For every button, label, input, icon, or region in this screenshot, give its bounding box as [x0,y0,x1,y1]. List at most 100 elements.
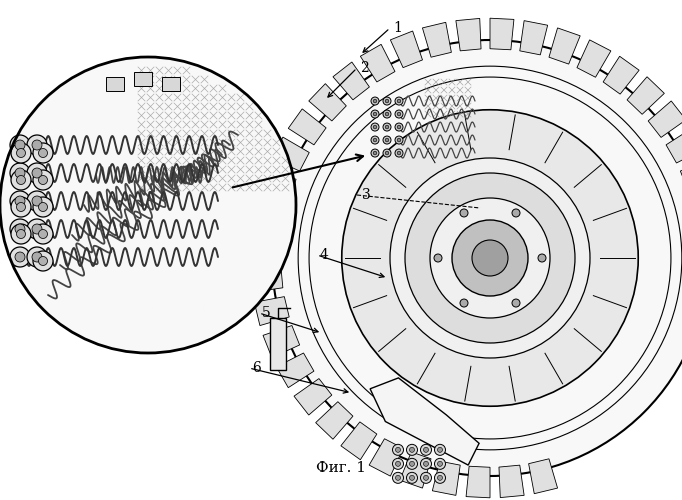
Circle shape [371,110,379,118]
Circle shape [0,57,296,353]
Circle shape [373,125,376,129]
Circle shape [472,240,508,276]
Circle shape [395,149,403,157]
Circle shape [437,448,443,452]
Circle shape [383,110,391,118]
Circle shape [371,97,379,105]
Polygon shape [272,137,309,171]
Text: 3: 3 [362,188,371,202]
Circle shape [27,219,47,239]
Circle shape [512,299,520,307]
Circle shape [10,191,30,211]
Circle shape [409,476,415,480]
Circle shape [373,138,376,142]
Circle shape [406,444,417,456]
Circle shape [424,476,428,480]
Polygon shape [360,44,395,82]
Circle shape [373,99,376,103]
Circle shape [272,40,682,476]
Circle shape [27,247,47,267]
Circle shape [10,163,30,183]
Circle shape [15,168,25,178]
Polygon shape [276,353,314,388]
Polygon shape [549,28,580,64]
Circle shape [424,462,428,466]
Circle shape [385,151,389,155]
Circle shape [33,143,53,163]
Polygon shape [603,56,639,94]
Circle shape [371,149,379,157]
Circle shape [16,176,25,184]
Polygon shape [666,128,682,163]
Circle shape [371,136,379,144]
Polygon shape [390,31,422,68]
Circle shape [27,135,47,155]
Polygon shape [681,158,682,190]
Polygon shape [333,62,370,100]
Circle shape [409,448,415,452]
Polygon shape [648,101,682,138]
Circle shape [38,256,48,266]
Circle shape [396,476,400,480]
Circle shape [383,149,391,157]
Circle shape [27,163,47,183]
Polygon shape [577,40,611,78]
Circle shape [512,209,520,217]
Circle shape [538,254,546,262]
FancyBboxPatch shape [106,77,124,91]
Circle shape [406,458,417,469]
Polygon shape [369,438,403,476]
Polygon shape [294,378,332,415]
Circle shape [393,458,404,469]
Text: 5: 5 [262,306,271,320]
FancyBboxPatch shape [162,77,180,91]
Circle shape [383,97,391,105]
Text: Фиг. 1: Фиг. 1 [316,461,366,475]
Circle shape [434,472,445,484]
Polygon shape [627,77,664,114]
Circle shape [10,135,30,155]
Circle shape [395,110,403,118]
Polygon shape [490,18,514,50]
Circle shape [393,444,404,456]
Circle shape [373,151,376,155]
Circle shape [33,251,53,271]
Polygon shape [400,452,431,488]
Polygon shape [263,326,299,358]
Circle shape [393,472,404,484]
FancyBboxPatch shape [134,72,152,86]
Circle shape [385,125,389,129]
Circle shape [421,444,432,456]
Circle shape [11,224,31,244]
Polygon shape [456,18,481,51]
Circle shape [371,123,379,131]
Polygon shape [520,20,548,55]
Circle shape [385,138,389,142]
Circle shape [16,230,25,238]
Circle shape [383,123,391,131]
Circle shape [397,125,401,129]
Circle shape [406,472,417,484]
Circle shape [397,112,401,116]
Circle shape [434,458,445,469]
Circle shape [33,197,53,217]
Text: 6: 6 [252,361,261,375]
Polygon shape [252,200,287,228]
Text: 1: 1 [393,21,402,35]
Circle shape [32,168,42,178]
Polygon shape [309,84,346,121]
Polygon shape [341,422,377,460]
Circle shape [395,97,403,105]
Polygon shape [316,402,353,439]
Circle shape [383,136,391,144]
Text: 2: 2 [360,61,369,75]
Circle shape [33,224,53,244]
Circle shape [421,458,432,469]
Polygon shape [288,109,326,145]
Circle shape [10,219,30,239]
Circle shape [38,230,48,238]
Circle shape [430,198,550,318]
Circle shape [397,138,401,142]
Circle shape [38,176,48,184]
Circle shape [452,220,528,296]
